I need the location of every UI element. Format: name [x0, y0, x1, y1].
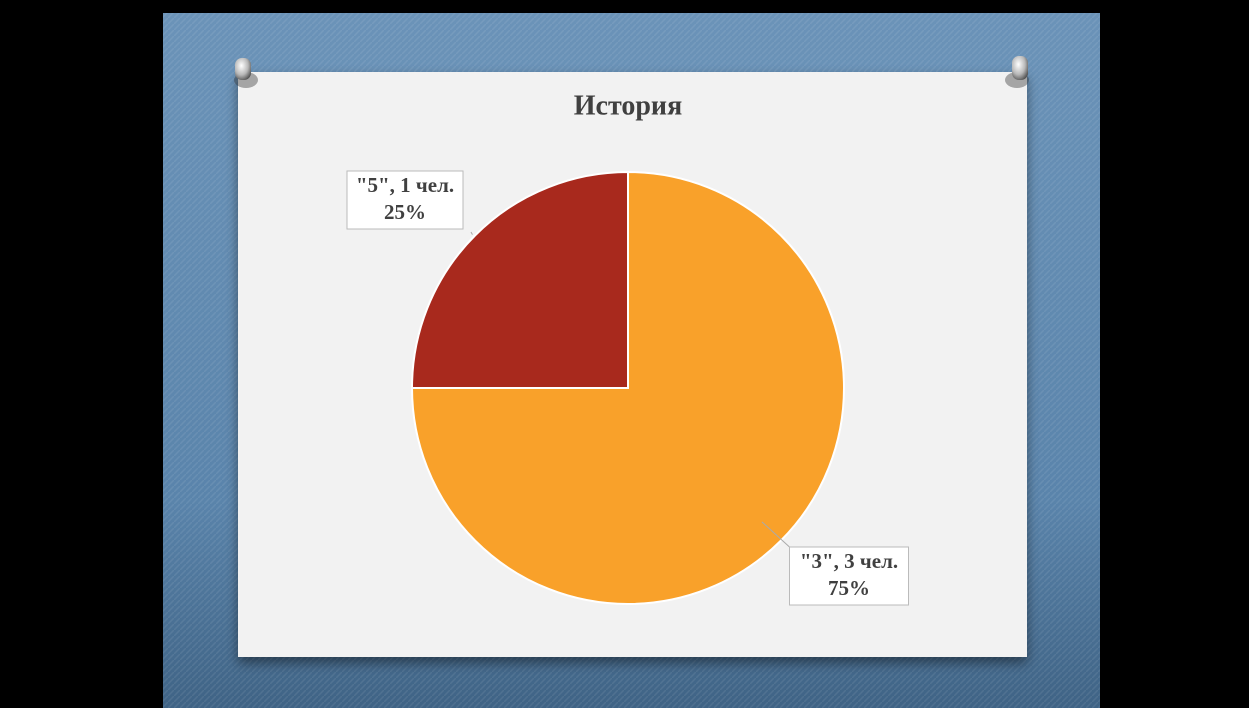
leader-line — [761, 521, 790, 548]
data-label: "5", 1 чел. 25% — [346, 170, 473, 235]
data-label: "3", 3 чел. 75% — [761, 521, 909, 606]
pie-slice — [410, 170, 629, 389]
pin-right — [1005, 56, 1029, 88]
chart-title: История — [574, 90, 682, 121]
label-box — [789, 546, 909, 606]
label-category: "3", 3 чел. — [800, 549, 898, 573]
pie — [410, 170, 845, 605]
leader-line — [470, 231, 473, 235]
pin-left — [234, 58, 258, 88]
label-box — [346, 170, 464, 230]
label-value: 75% — [828, 576, 870, 600]
label-value: 25% — [384, 200, 426, 224]
label-category: "5", 1 чел. — [356, 173, 454, 197]
